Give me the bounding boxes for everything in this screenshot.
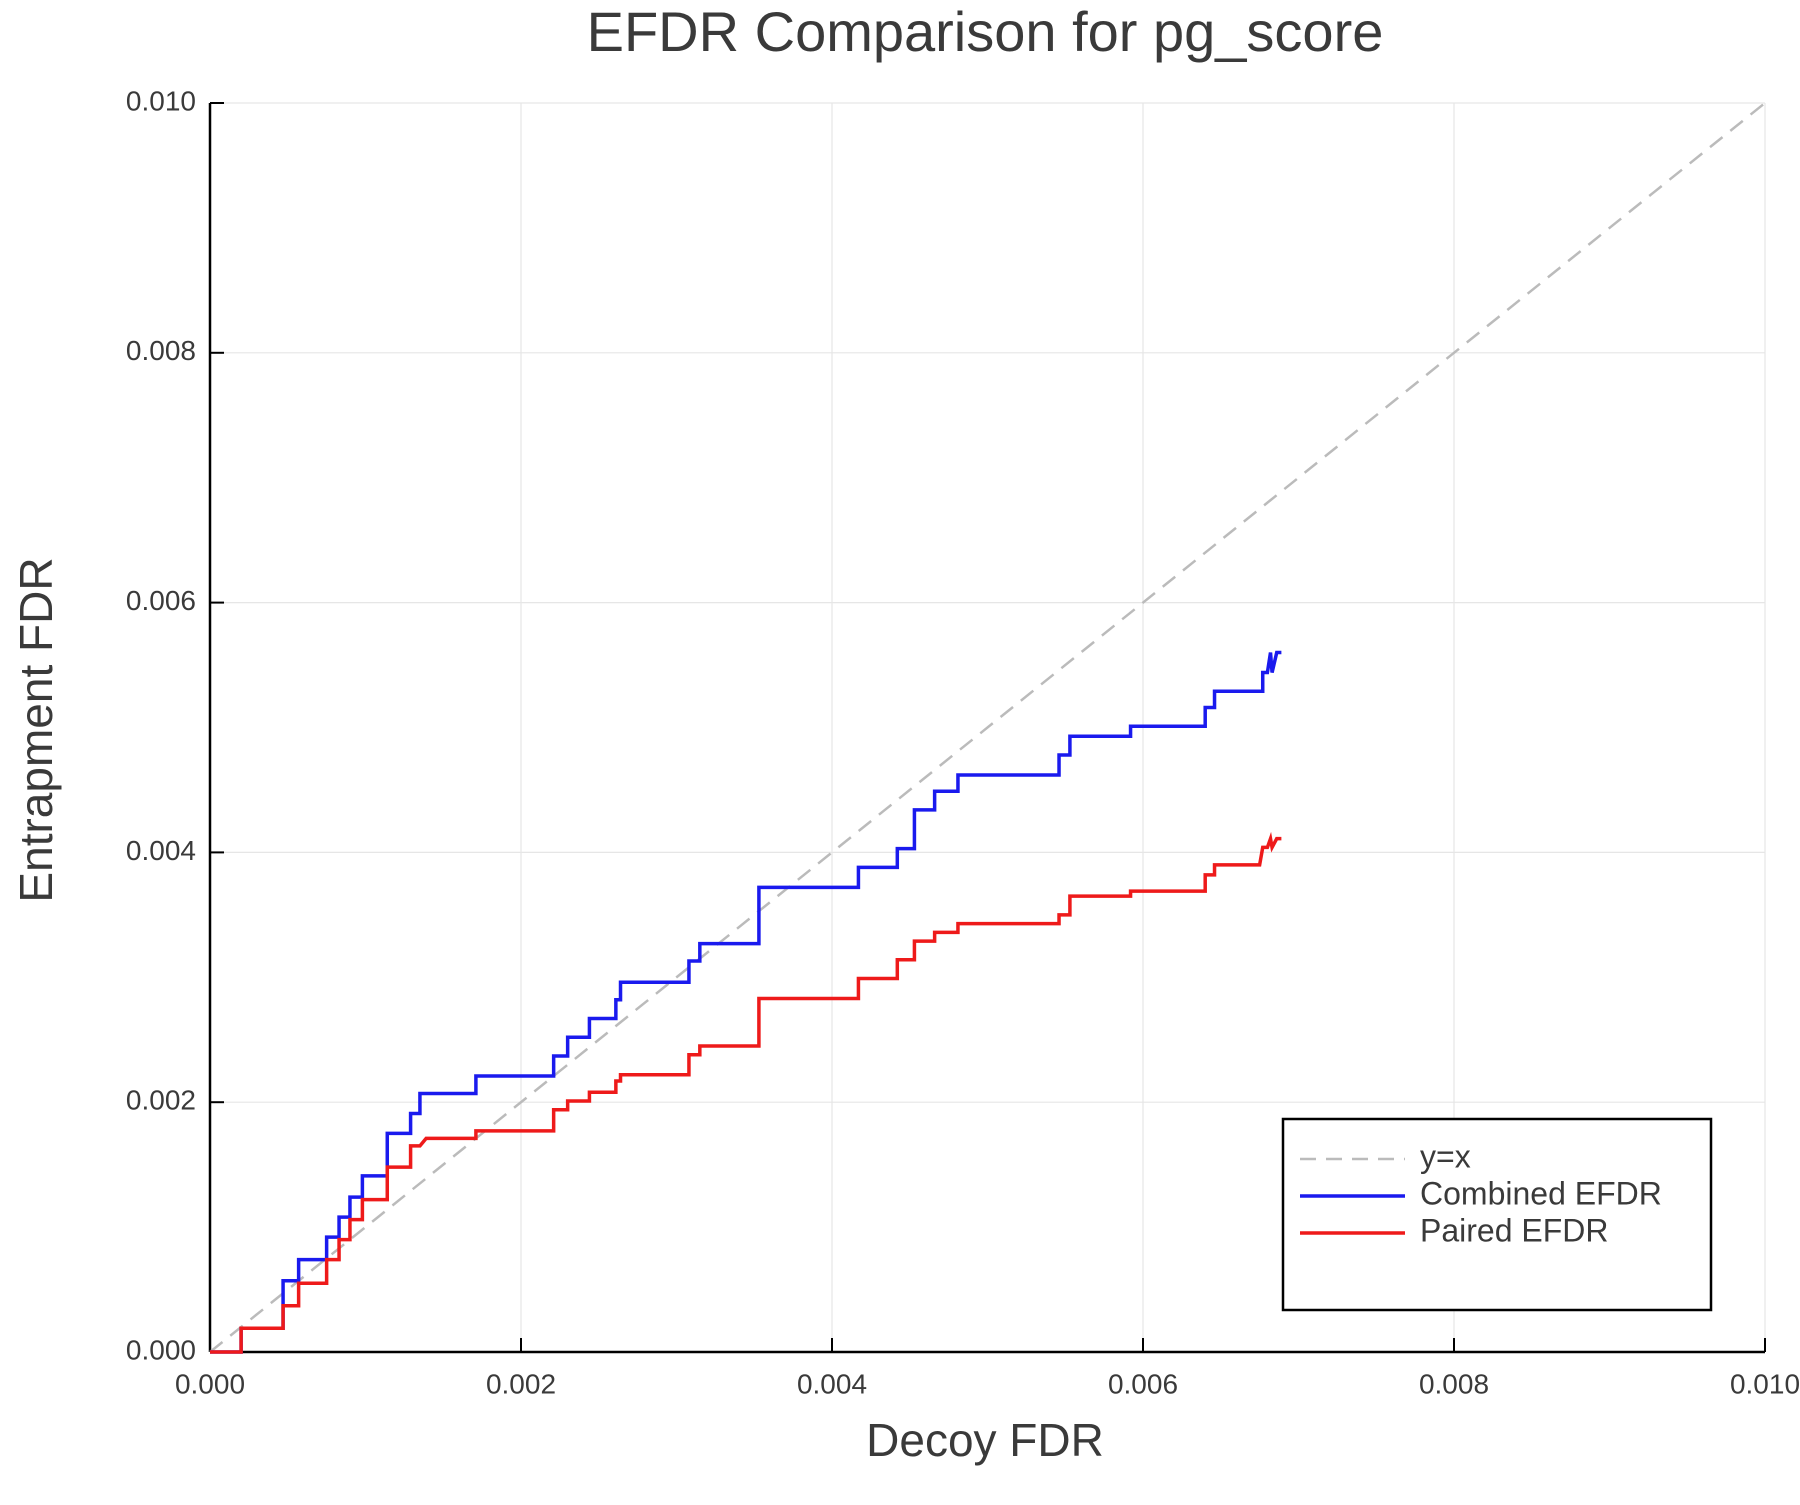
y-tick-label: 0.004 xyxy=(126,835,196,866)
legend-label: y=x xyxy=(1420,1138,1471,1174)
legend-label: Paired EFDR xyxy=(1420,1212,1609,1248)
x-tick-label: 0.004 xyxy=(797,1368,867,1399)
y-tick-label: 0.008 xyxy=(126,335,196,366)
x-tick-label: 0.010 xyxy=(1730,1368,1800,1399)
legend-label: Combined EFDR xyxy=(1420,1175,1662,1211)
series-line xyxy=(210,650,1282,1354)
series-line xyxy=(210,831,1282,1354)
x-axis-title: Decoy FDR xyxy=(866,1414,1104,1466)
x-tick-label: 0.002 xyxy=(486,1368,556,1399)
legend-box xyxy=(1281,1117,1713,1312)
y-tick-label: 0.006 xyxy=(126,585,196,616)
x-tick-label: 0.008 xyxy=(1419,1368,1489,1399)
series-line xyxy=(209,102,1766,1353)
chart-title: EFDR Comparison for pg_score xyxy=(587,0,1384,63)
y-tick-label: 0.002 xyxy=(126,1085,196,1116)
x-tick-label: 0.000 xyxy=(175,1368,245,1399)
y-axis-title: Entrapment FDR xyxy=(10,557,62,902)
y-tick-label: 0.000 xyxy=(126,1334,196,1365)
y-tick-label: 0.010 xyxy=(126,85,196,116)
x-tick-label: 0.006 xyxy=(1108,1368,1178,1399)
